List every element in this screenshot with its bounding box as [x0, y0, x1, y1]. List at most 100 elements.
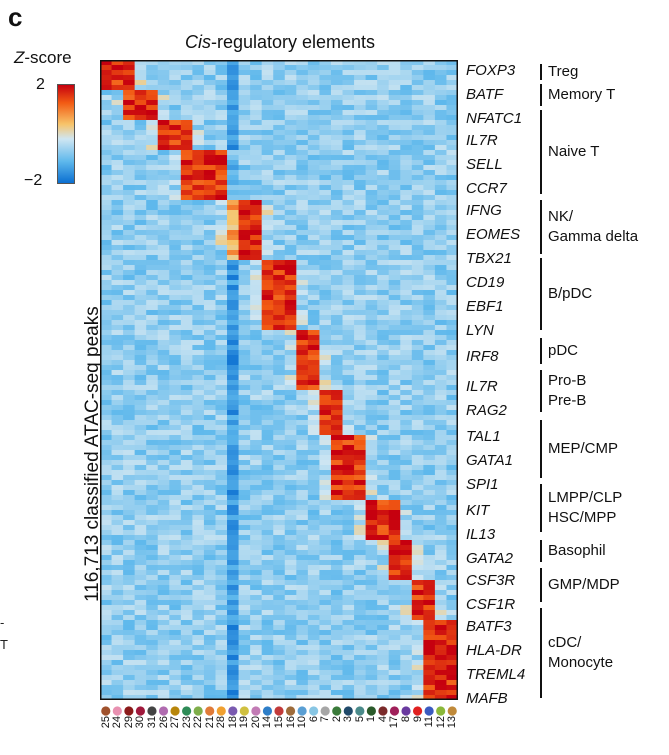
heatmap-cell — [400, 500, 413, 506]
heatmap-cell — [123, 565, 136, 571]
heatmap-cell — [215, 680, 228, 686]
heatmap-cell — [250, 380, 263, 386]
heatmap-cell — [354, 110, 367, 116]
heatmap-cell — [261, 360, 274, 366]
heatmap-cell — [319, 310, 332, 316]
heatmap-cell — [319, 75, 332, 81]
heatmap-cell — [146, 205, 159, 211]
heatmap-cell — [400, 575, 413, 581]
heatmap-cell — [284, 455, 297, 461]
heatmap-cell — [400, 600, 413, 606]
heatmap-cell — [284, 585, 297, 591]
heatmap-cell — [307, 475, 321, 481]
heatmap-cell — [296, 290, 309, 296]
heatmap-cell — [238, 310, 251, 316]
heatmap-cell — [423, 490, 436, 496]
heatmap-cell — [284, 380, 297, 386]
heatmap-cell — [354, 605, 367, 611]
heatmap-cell — [434, 585, 448, 591]
heatmap-cell — [180, 445, 193, 451]
heatmap-cell — [307, 455, 321, 461]
heatmap-cell — [250, 475, 263, 481]
heatmap-cell — [400, 245, 413, 251]
heatmap-cell — [146, 540, 159, 546]
heatmap-cell — [434, 455, 448, 461]
heatmap-cell — [203, 145, 217, 151]
heatmap-cell — [215, 420, 228, 426]
heatmap-cell — [411, 195, 424, 201]
column-tick-labels: 25 24 29 30 31 26 27 23 22 21 28 18 19 20 14 15 16 10 6 7 2 3… — [100, 716, 458, 755]
heatmap-cell — [365, 640, 378, 646]
heatmap-cell — [330, 355, 344, 361]
heatmap-cell — [180, 505, 193, 511]
heatmap-cell — [423, 170, 436, 176]
heatmap-cell — [411, 290, 424, 296]
heatmap-cell — [146, 570, 159, 576]
heatmap-cell — [123, 100, 136, 106]
heatmap-cell — [330, 635, 344, 641]
heatmap-cell — [100, 160, 113, 166]
heatmap-cell — [307, 400, 321, 406]
heatmap-cell — [400, 410, 413, 416]
heatmap-cell — [134, 125, 147, 131]
heatmap-cell — [100, 280, 113, 286]
heatmap-cell — [400, 455, 413, 461]
heatmap-cell — [342, 200, 355, 206]
heatmap-cell — [261, 80, 274, 86]
heatmap-cell — [388, 265, 401, 271]
heatmap-cell — [296, 560, 309, 566]
heatmap-cell — [423, 570, 436, 576]
heatmap-cell — [273, 145, 286, 151]
group-bracket — [540, 608, 542, 698]
heatmap-cell — [157, 235, 170, 241]
heatmap-cell — [423, 400, 436, 406]
heatmap-cell — [411, 450, 424, 456]
heatmap-cell — [180, 370, 193, 376]
heatmap-cell — [330, 135, 344, 141]
heatmap-cell — [434, 225, 448, 231]
heatmap-cell — [342, 295, 355, 301]
heatmap-cell — [250, 535, 263, 541]
heatmap-cell — [273, 670, 286, 676]
heatmap-cell — [250, 325, 263, 331]
heatmap-cell — [400, 375, 413, 381]
heatmap-cell — [377, 120, 390, 126]
heatmap-cell — [100, 610, 113, 616]
heatmap-cell — [342, 675, 355, 681]
heatmap-cell — [238, 510, 251, 516]
heatmap-cell — [400, 170, 413, 176]
heatmap-cell — [365, 500, 378, 506]
heatmap-cell — [111, 290, 124, 296]
heatmap-cell — [330, 465, 344, 471]
heatmap-cell — [273, 355, 286, 361]
heatmap-cell — [330, 625, 344, 631]
heatmap-cell — [250, 270, 263, 276]
heatmap-cell — [388, 275, 401, 281]
heatmap-cell — [180, 170, 193, 176]
heatmap-cell — [134, 120, 147, 126]
heatmap-cell — [296, 180, 309, 186]
heatmap-cell — [180, 150, 193, 156]
heatmap-cell — [423, 480, 436, 486]
heatmap-cell — [250, 165, 263, 171]
heatmap-cell — [446, 415, 458, 421]
heatmap-cell — [342, 470, 355, 476]
heatmap-cell — [169, 195, 182, 201]
heatmap-cell — [250, 315, 263, 321]
heatmap-cell — [411, 65, 424, 71]
heatmap-cell — [134, 165, 147, 171]
heatmap-cell — [377, 665, 390, 671]
heatmap-cell — [377, 210, 390, 216]
heatmap-cell — [192, 85, 205, 91]
heatmap-cell — [203, 140, 217, 146]
heatmap-cell — [307, 625, 321, 631]
heatmap-cell — [284, 415, 297, 421]
heatmap-cell — [330, 215, 344, 221]
heatmap-cell — [307, 310, 321, 316]
heatmap-cell — [203, 620, 217, 626]
heatmap-cell — [169, 445, 182, 451]
heatmap-cell — [261, 295, 274, 301]
heatmap-cell — [319, 390, 332, 396]
heatmap-cell — [446, 75, 458, 81]
heatmap-cell — [284, 330, 297, 336]
